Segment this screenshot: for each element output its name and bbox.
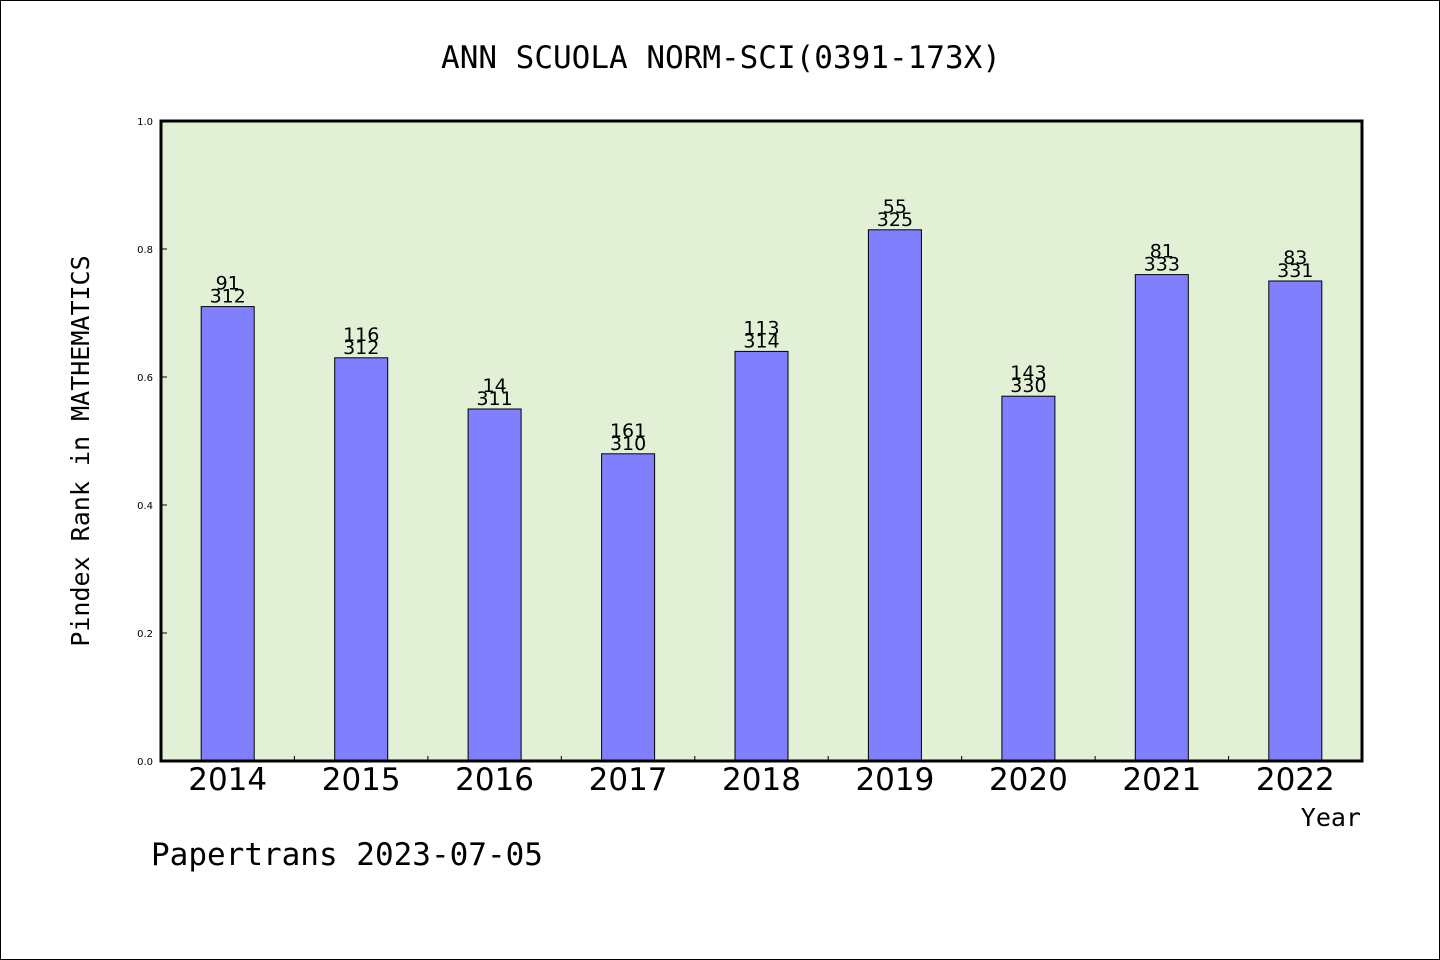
bar-rank-label-2021: 81	[1150, 241, 1174, 263]
bar-2022	[1268, 280, 1323, 762]
bar-total-label-2017: 310	[610, 433, 646, 455]
chart-title: ANN SCUOLA NORM-SCI(0391-173X)	[441, 40, 1001, 76]
x-axis-title: Year	[1301, 803, 1361, 832]
x-axis: 2014 2015 2016 2017 2018 2019 2020 2021 2022	[188, 756, 1335, 798]
x-tick-label-2016: 2016	[455, 762, 534, 798]
x-tick-label-2017: 2017	[589, 762, 668, 798]
bar-rank-label-2018: 113	[743, 317, 779, 339]
y-axis-title: Pindex Rank in MATHEMATICS	[66, 255, 95, 646]
bar-total-label-2022: 331	[1277, 260, 1313, 282]
bar-2014	[200, 306, 255, 762]
x-tick-label-2015: 2015	[322, 762, 401, 798]
bar-rank-label-2014: 91	[216, 273, 240, 295]
x-tick-label-2020: 2020	[989, 762, 1068, 798]
bar-rank-label-2019: 55	[883, 196, 907, 218]
x-tick-label-2019: 2019	[855, 762, 934, 798]
x-tick-label-2018: 2018	[722, 762, 801, 798]
x-tick-label-2021: 2021	[1122, 762, 1201, 798]
bar-total-label-2014: 312	[210, 286, 246, 308]
bar-rank-label-2015: 116	[343, 324, 379, 346]
bar-total-label-2016: 311	[476, 388, 512, 410]
y-tick-label-0.4: 0.4	[137, 501, 153, 512]
y-axis: 0.0 0.2 0.4 0.6 0.8 1.0	[137, 117, 167, 768]
plot-border	[159, 119, 1364, 763]
footer-credit: Papertrans 2023-07-05	[151, 837, 543, 873]
bar-rank-label-2022: 83	[1283, 247, 1307, 269]
bar-total-label-2021: 333	[1144, 254, 1180, 276]
y-tick-label-0.6: 0.6	[137, 373, 153, 384]
bar-2020	[1001, 395, 1056, 762]
bar-2018	[734, 350, 789, 762]
bar-2017	[601, 453, 656, 762]
x-tick-label-2022: 2022	[1256, 762, 1335, 798]
bar-2015	[334, 357, 389, 762]
bar-rank-label-2017: 161	[610, 420, 646, 442]
y-tick-label-0.0: 0.0	[137, 757, 153, 768]
bar-data-labels: 9131211631214311161310113314553251433308…	[210, 196, 1314, 455]
bar-total-label-2020: 330	[1010, 375, 1046, 397]
bar-2016	[467, 408, 522, 762]
x-tick-label-2014: 2014	[188, 762, 267, 798]
bar-total-label-2019: 325	[877, 209, 913, 231]
bar-rank-label-2020: 143	[1010, 362, 1046, 384]
bar-2021	[1134, 274, 1189, 762]
bar-2019	[867, 229, 922, 762]
bar-total-label-2018: 314	[743, 330, 779, 352]
y-tick-label-0.8: 0.8	[137, 245, 153, 256]
bar-total-label-2015: 312	[343, 337, 379, 359]
y-tick-label-0.2: 0.2	[137, 629, 153, 640]
bar-series	[200, 229, 1323, 762]
y-tick-label-1.0: 1.0	[137, 117, 153, 128]
bar-rank-label-2016: 14	[483, 375, 507, 397]
